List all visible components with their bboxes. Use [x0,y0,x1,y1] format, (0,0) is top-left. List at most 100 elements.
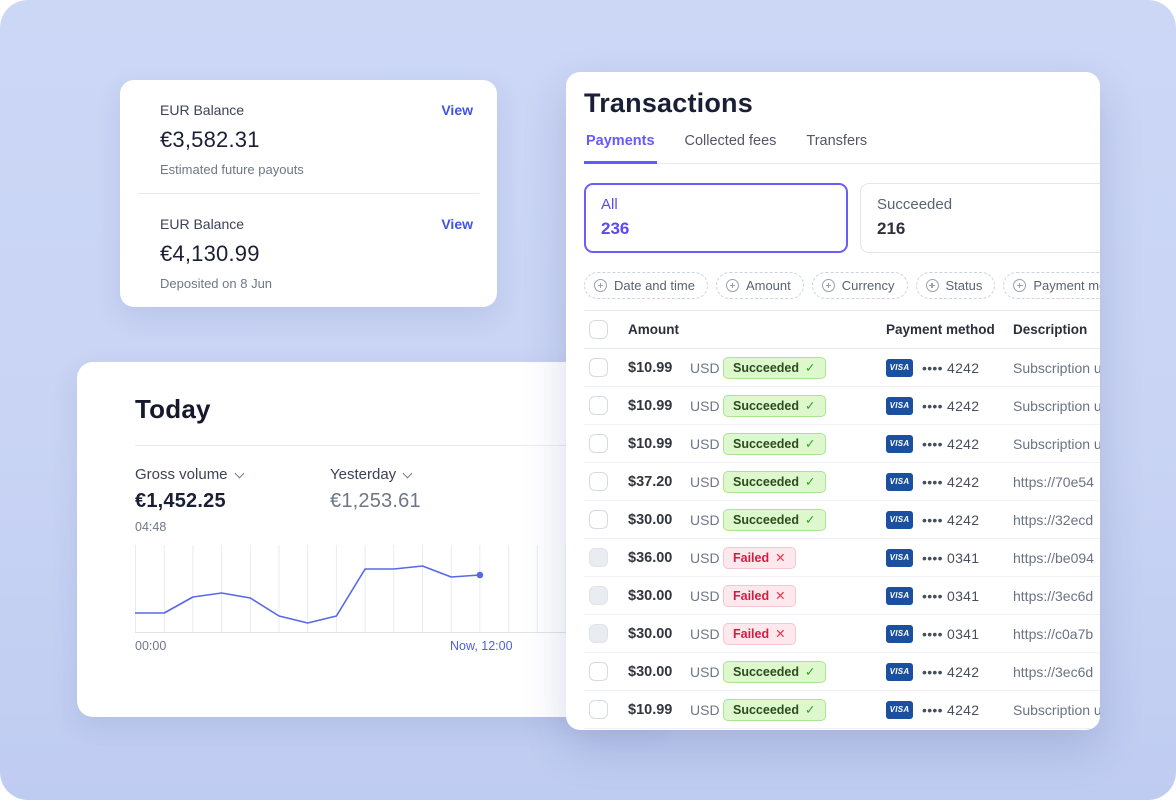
status-label: Succeeded [733,474,800,489]
filter-chip-date-and-time[interactable]: Date and time [584,272,708,299]
table-row[interactable]: $30.00 USD Failed ✕ VISA •••• 0341 https… [584,615,1100,653]
cell-description: Subscription u [1013,397,1100,414]
visa-icon: VISA [886,396,913,415]
chip-label: Payment method [1033,278,1100,293]
cell-amount: $30.00 [628,663,673,680]
gross-volume-chart [134,545,635,633]
visa-icon: VISA [886,624,913,643]
cell-currency: USD [690,587,720,604]
table-row[interactable]: $37.20 USD Succeeded ✓ VISA •••• 4242 ht… [584,463,1100,501]
table-row[interactable]: $30.00 USD Succeeded ✓ VISA •••• 4242 ht… [584,653,1100,691]
metric-gross-volume: Gross volume €1,452.25 04:48 [135,466,330,534]
row-checkbox[interactable] [589,510,608,529]
status-label: Succeeded [733,512,800,527]
filter-chip-payment-method[interactable]: Payment method [1003,272,1100,299]
status-icon: ✓ [805,361,816,375]
table-row[interactable]: $10.99 USD Succeeded ✓ VISA •••• 4242 Su… [584,425,1100,463]
filter-card-count: 216 [877,219,906,238]
cell-description: https://3ec6d [1013,663,1094,680]
filter-chip-currency[interactable]: Currency [811,272,908,299]
cell-card-number: •••• 4242 [922,511,980,528]
visa-icon: VISA [886,662,913,681]
cell-currency: USD [690,625,720,642]
balance-card: EUR Balance View €3,582.31 Estimated fut… [120,80,497,307]
status-badge: Succeeded ✓ [723,698,826,721]
row-checkbox[interactable] [589,396,608,415]
cell-card-number: •••• 4242 [922,701,980,718]
status-label: Succeeded [733,664,800,679]
cell-card-number: •••• 4242 [922,359,980,376]
x-label-start: 00:00 [135,639,167,653]
plus-icon [925,279,939,292]
filter-card-label: Succeeded [877,196,953,213]
balance-note: Deposited on 8 Jun [160,276,273,291]
visa-icon: VISA [886,586,913,605]
status-badge: Succeeded ✓ [723,660,826,683]
visa-icon: VISA [886,358,913,377]
metric-value: €1,253.61 [330,490,421,512]
x-label-now: Now, 12:00 [450,639,513,653]
filter-card-succeeded[interactable]: Succeeded 216 [860,183,1100,253]
balance-label: EUR Balance [160,102,245,118]
tab-payments[interactable]: Payments [584,133,657,164]
row-checkbox[interactable] [589,662,608,681]
tab-transfers[interactable]: Transfers [806,133,868,149]
cell-amount: $10.99 [628,359,673,376]
visa-icon: VISA [886,548,913,567]
status-icon: ✓ [805,513,816,527]
table-row[interactable]: $30.00 USD Failed ✕ VISA •••• 0341 https… [584,577,1100,615]
cell-amount: $36.00 [628,549,673,566]
metric-selector[interactable]: Gross volume [135,466,330,483]
cell-card-number: •••• 4242 [922,397,980,414]
cell-card-number: •••• 0341 [922,625,980,642]
status-badge: Failed ✕ [723,622,796,645]
status-label: Succeeded [733,436,800,451]
filter-card-all[interactable]: All 236 [584,183,848,253]
cell-currency: USD [690,359,720,376]
row-checkbox[interactable] [589,548,608,567]
table-row[interactable]: $36.00 USD Failed ✕ VISA •••• 0341 https… [584,539,1100,577]
select-all-checkbox[interactable] [589,320,608,339]
cell-amount: $10.99 [628,435,673,452]
status-icon: ✓ [805,475,816,489]
cell-description: https://70e54 [1013,473,1094,490]
balance-section: EUR Balance View €4,130.99 Deposited on … [120,194,497,307]
transactions-card: Transactions Payments Collected fees Tra… [566,72,1100,730]
table-row[interactable]: $10.99 USD Succeeded ✓ VISA •••• 4242 Su… [584,349,1100,387]
metric-selector[interactable]: Yesterday [330,466,522,483]
filter-chip-amount[interactable]: Amount [715,272,804,299]
visa-icon: VISA [886,700,913,719]
row-checkbox[interactable] [589,472,608,491]
view-link[interactable]: View [441,102,473,118]
status-label: Failed [733,626,770,641]
row-checkbox[interactable] [589,700,608,719]
metric-time: 04:48 [135,520,167,534]
table-row[interactable]: $10.99 USD Succeeded ✓ VISA •••• 4242 Su… [584,691,1100,729]
metric-label: Gross volume [135,466,228,483]
row-checkbox[interactable] [589,586,608,605]
row-checkbox[interactable] [589,434,608,453]
chip-label: Status [945,278,983,293]
status-badge: Failed ✕ [723,584,796,607]
cell-amount: $37.20 [628,473,673,490]
filter-card-count: 236 [601,219,630,238]
status-icon: ✓ [805,437,816,451]
balance-amount: €3,582.31 [160,127,260,152]
cell-amount: $30.00 [628,625,673,642]
status-badge: Succeeded ✓ [723,508,826,531]
cell-card-number: •••• 0341 [922,549,980,566]
row-checkbox[interactable] [589,624,608,643]
status-badge: Succeeded ✓ [723,432,826,455]
table-row[interactable]: $30.00 USD Succeeded ✓ VISA •••• 4242 ht… [584,501,1100,539]
filter-chip-status[interactable]: Status [915,272,996,299]
status-label: Succeeded [733,360,800,375]
cell-card-number: •••• 4242 [922,435,980,452]
tab-collected-fees[interactable]: Collected fees [684,133,777,149]
row-checkbox[interactable] [589,358,608,377]
status-icon: ✕ [775,551,786,565]
chart-x-axis: 00:00 Now, 12:00 [135,639,635,653]
table-row[interactable]: $10.99 USD Succeeded ✓ VISA •••• 4242 Su… [584,387,1100,425]
column-header-payment-method: Payment method [886,322,995,337]
cell-description: https://c0a7b [1013,625,1094,642]
view-link[interactable]: View [441,216,473,232]
